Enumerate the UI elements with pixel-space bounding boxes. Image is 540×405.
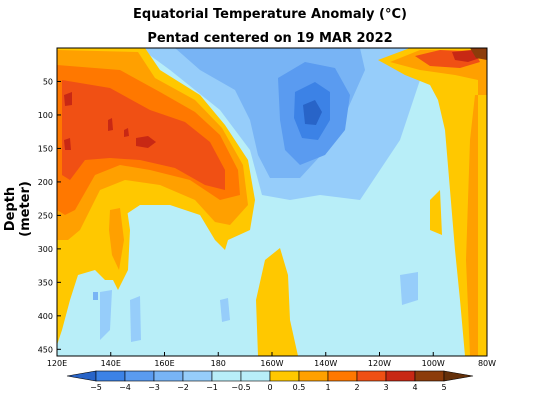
y-tick-label: 300 bbox=[38, 245, 53, 254]
warm-core-1 bbox=[136, 136, 156, 148]
colorbar-label: 2 bbox=[354, 383, 359, 392]
warm-core-3 bbox=[108, 118, 113, 131]
colorbar-swatch bbox=[240, 370, 271, 382]
colorbar-label: −5 bbox=[90, 383, 102, 392]
colorbar: −5 −4 −3 −2 −1 −0.5 0 0.5 1 2 3 4 5 bbox=[66, 370, 474, 392]
colorbar-label: 1 bbox=[325, 383, 330, 392]
chart-title: Equatorial Temperature Anomaly (°C) bbox=[133, 7, 407, 22]
y-tick-label: 450 bbox=[38, 345, 53, 354]
cool-region-deep-east bbox=[400, 272, 418, 305]
colorbar-label: −0.5 bbox=[231, 383, 250, 392]
y-tick-label: 350 bbox=[38, 278, 53, 287]
colorbar-label: 0 bbox=[267, 383, 272, 392]
x-tick-label: 180 bbox=[211, 359, 226, 368]
warm-core-2 bbox=[64, 92, 72, 106]
colorbar-label: −1 bbox=[206, 383, 218, 392]
colorbar-label: −3 bbox=[148, 383, 160, 392]
x-tick-label: 160E bbox=[154, 359, 174, 368]
x-axis: 120E 140E 160E 180 160W 140W 120W 100W 80W bbox=[47, 352, 496, 368]
cool-region-deep-mid bbox=[220, 298, 230, 322]
y-tick-label: 50 bbox=[43, 77, 53, 86]
x-tick-label: 140W bbox=[314, 359, 337, 368]
warm-east-deep-yellow bbox=[430, 190, 442, 235]
warm-east-surface-orange bbox=[390, 50, 487, 356]
warm-region-red bbox=[62, 80, 225, 190]
cool-core bbox=[303, 100, 322, 125]
colorbar-swatch bbox=[385, 370, 416, 382]
colorbar-swatch bbox=[182, 370, 213, 382]
x-tick-label: 160W bbox=[260, 359, 283, 368]
chart-subtitle: Pentad centered on 19 MAR 2022 bbox=[147, 31, 393, 46]
y-tick-label: 400 bbox=[38, 312, 53, 321]
colorbar-label: 3 bbox=[383, 383, 388, 392]
warm-core-5 bbox=[64, 138, 71, 150]
colorbar-swatch bbox=[327, 370, 358, 382]
colorbar-swatch bbox=[211, 370, 242, 382]
colorbar-end-high bbox=[443, 370, 474, 382]
colorbar-end-low bbox=[66, 370, 97, 382]
warm-tongue-140e-core bbox=[109, 208, 124, 270]
colorbar-label: 5 bbox=[441, 383, 446, 392]
colorbar-swatch bbox=[356, 370, 387, 382]
y-tick-label: 100 bbox=[38, 111, 53, 120]
warm-east-surface bbox=[378, 48, 487, 356]
cool-region-deep-west bbox=[100, 290, 112, 340]
x-tick-label: 80W bbox=[478, 359, 496, 368]
colorbar-label: 4 bbox=[412, 383, 417, 392]
colorbar-swatch bbox=[269, 370, 300, 382]
y-tick-label: 200 bbox=[38, 178, 53, 187]
x-tick-label: 120W bbox=[368, 359, 391, 368]
colorbar-swatch bbox=[95, 370, 126, 382]
colorbar-swatch bbox=[153, 370, 184, 382]
colorbar-label: −4 bbox=[119, 383, 131, 392]
warm-east-brown bbox=[470, 48, 487, 60]
colorbar-swatch bbox=[298, 370, 329, 382]
warm-core-4 bbox=[124, 128, 129, 137]
colorbar-swatch bbox=[124, 370, 155, 382]
colorbar-label: −2 bbox=[177, 383, 189, 392]
colorbar-label: 0.5 bbox=[293, 383, 306, 392]
x-tick-label: 120E bbox=[47, 359, 67, 368]
colorbar-swatch bbox=[414, 370, 445, 382]
warm-deep-central bbox=[256, 248, 298, 356]
heatmap-field bbox=[57, 48, 487, 356]
y-tick-label: 250 bbox=[38, 211, 53, 220]
cool-region-deep-west-2 bbox=[130, 296, 141, 342]
x-tick-label: 140E bbox=[101, 359, 121, 368]
x-tick-label: 100W bbox=[422, 359, 445, 368]
y-tick-label: 150 bbox=[38, 144, 53, 153]
y-axis: 50 100 150 200 250 300 350 400 450 bbox=[38, 77, 61, 354]
cool-blob-deep-1 bbox=[93, 292, 98, 300]
